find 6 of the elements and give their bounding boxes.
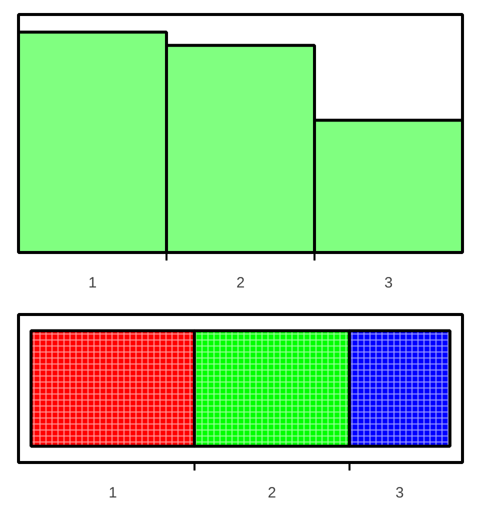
x-tick-label: 1 xyxy=(108,484,117,502)
text: 1 xyxy=(88,274,97,292)
x-tick-label: 3 xyxy=(396,484,404,502)
x-tick-label: 2 xyxy=(268,484,276,502)
text: 3 xyxy=(384,274,393,292)
text: 2 xyxy=(236,274,245,292)
